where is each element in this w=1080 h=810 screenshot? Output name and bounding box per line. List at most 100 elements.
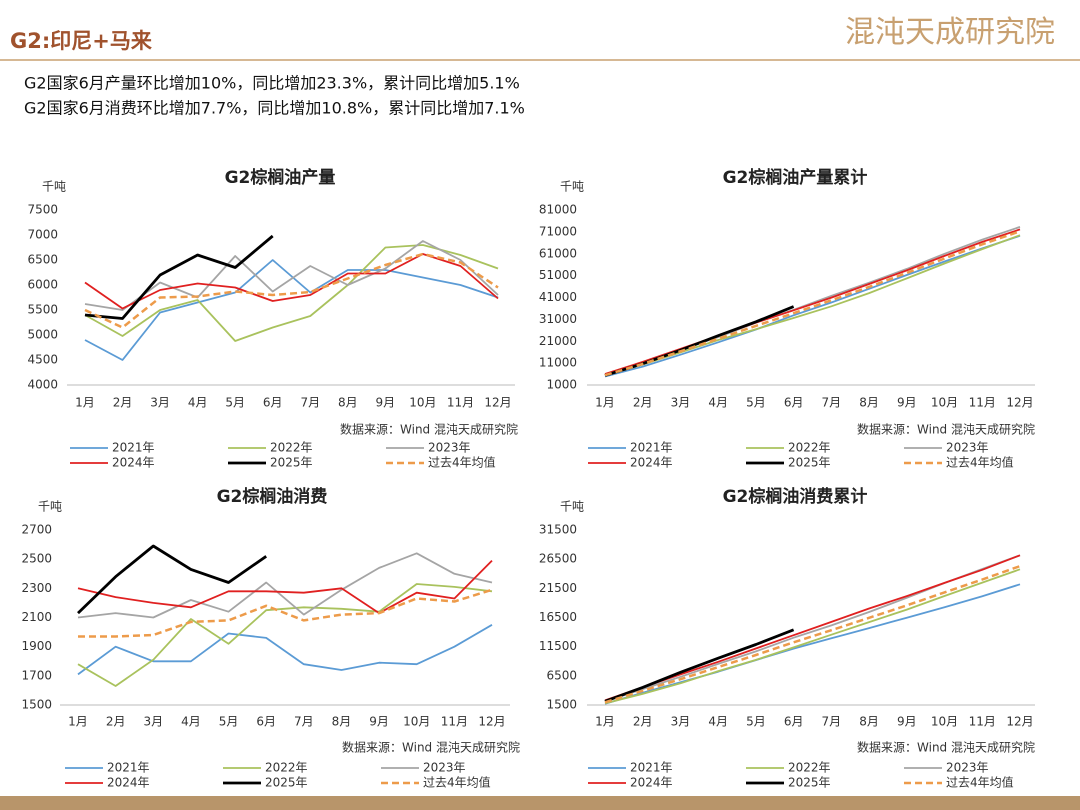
y-tick-label: 1700 bbox=[21, 668, 52, 682]
series-line bbox=[604, 628, 795, 703]
chart-title: G2棕榈油产量 bbox=[225, 167, 336, 188]
x-tick-label: 1月 bbox=[75, 396, 95, 410]
slide-title: G2:印尼+马来 bbox=[10, 29, 153, 53]
chart-title: G2棕榈油产量累计 bbox=[723, 167, 868, 188]
note: G2国家6月产量环比增加10%，同比增加23.3%，累计同比增加5.1% bbox=[24, 74, 520, 93]
chart-title: G2棕榈油消费 bbox=[217, 486, 328, 507]
x-tick-label: 10月 bbox=[403, 715, 430, 729]
legend-label: 2021年 bbox=[630, 761, 673, 775]
series-line bbox=[84, 240, 499, 311]
x-tick-label: 10月 bbox=[931, 396, 958, 410]
x-tick-label: 6月 bbox=[256, 715, 276, 729]
x-tick-label: 4月 bbox=[188, 396, 208, 410]
footer-band bbox=[0, 796, 1080, 810]
y-tick-label: 7500 bbox=[27, 203, 58, 217]
series-line bbox=[604, 554, 1021, 702]
x-tick-label: 2月 bbox=[633, 396, 653, 410]
x-tick-label: 9月 bbox=[897, 396, 917, 410]
x-tick-label: 1月 bbox=[68, 715, 88, 729]
legend-label: 2025年 bbox=[265, 776, 308, 790]
series-line bbox=[78, 588, 493, 638]
y-tick-label: 11500 bbox=[539, 639, 577, 653]
y-tick-label: 4000 bbox=[27, 378, 58, 392]
legend-label: 2022年 bbox=[270, 441, 313, 455]
legend-label: 2022年 bbox=[788, 441, 831, 455]
x-tick-label: 4月 bbox=[708, 396, 728, 410]
legend-label: 2022年 bbox=[788, 761, 831, 775]
series-line bbox=[604, 583, 1021, 705]
y-tick-label: 16500 bbox=[539, 610, 577, 624]
x-tick-label: 8月 bbox=[332, 715, 352, 729]
x-tick-label: 11月 bbox=[969, 715, 996, 729]
legend-label: 过去4年均值 bbox=[423, 775, 491, 790]
x-tick-label: 11月 bbox=[441, 715, 468, 729]
legend-label: 2025年 bbox=[788, 776, 831, 790]
y-tick-label: 2700 bbox=[21, 523, 52, 537]
legend-label: 2021年 bbox=[112, 441, 155, 455]
legend-label: 2025年 bbox=[270, 456, 313, 470]
x-tick-label: 5月 bbox=[746, 396, 766, 410]
series-line bbox=[604, 568, 1021, 705]
y-tick-label: 2100 bbox=[21, 610, 52, 624]
x-tick-label: 2月 bbox=[633, 715, 653, 729]
series-line bbox=[604, 564, 1021, 704]
source-note: 数据来源：Wind 混沌天成研究院 bbox=[340, 422, 518, 437]
logo: 混沌天成研究院 bbox=[845, 15, 1055, 50]
x-tick-label: 3月 bbox=[143, 715, 163, 729]
y-tick-label: 21500 bbox=[539, 581, 577, 595]
x-tick-label: 6月 bbox=[263, 396, 283, 410]
x-tick-label: 12月 bbox=[1006, 396, 1033, 410]
y-tick-label: 6500 bbox=[546, 668, 577, 682]
series-line bbox=[77, 552, 493, 619]
x-tick-label: 8月 bbox=[338, 396, 358, 410]
y-tick-label: 51000 bbox=[539, 268, 577, 282]
y-tick-label: 31500 bbox=[539, 523, 577, 537]
y-tick-label: 11000 bbox=[539, 356, 577, 370]
y-tick-label: 5000 bbox=[27, 328, 58, 342]
legend-label: 2024年 bbox=[107, 776, 150, 790]
x-tick-label: 5月 bbox=[225, 396, 245, 410]
series-line bbox=[77, 624, 493, 676]
series-line bbox=[84, 244, 499, 342]
x-tick-label: 7月 bbox=[822, 715, 842, 729]
x-tick-label: 3月 bbox=[671, 715, 691, 729]
y-tick-label: 6000 bbox=[27, 278, 58, 292]
y-tick-label: 1500 bbox=[21, 698, 52, 712]
legend-label: 2022年 bbox=[265, 761, 308, 775]
legend-label: 2021年 bbox=[630, 441, 673, 455]
legend-label: 过去4年均值 bbox=[946, 775, 1014, 790]
legend-label: 2023年 bbox=[946, 441, 989, 455]
y-tick-label: 1000 bbox=[546, 378, 577, 392]
series-line bbox=[84, 259, 499, 361]
x-tick-label: 12月 bbox=[478, 715, 505, 729]
series-line bbox=[77, 544, 267, 615]
legend-label: 2025年 bbox=[788, 456, 831, 470]
y-tick-label: 26500 bbox=[539, 552, 577, 566]
x-tick-label: 8月 bbox=[859, 396, 879, 410]
legend-label: 2024年 bbox=[112, 456, 155, 470]
x-tick-label: 5月 bbox=[746, 715, 766, 729]
x-tick-label: 5月 bbox=[219, 715, 239, 729]
series-line bbox=[604, 234, 1021, 378]
series-line bbox=[84, 252, 499, 329]
y-tick-label: 2300 bbox=[21, 581, 52, 595]
y-tick-label: 71000 bbox=[539, 224, 577, 238]
x-tick-label: 7月 bbox=[300, 396, 320, 410]
source-note: 数据来源：Wind 混沌天成研究院 bbox=[342, 740, 520, 755]
y-tick-label: 6500 bbox=[27, 253, 58, 267]
x-tick-label: 9月 bbox=[369, 715, 389, 729]
x-tick-label: 3月 bbox=[150, 396, 170, 410]
x-tick-label: 6月 bbox=[784, 715, 804, 729]
y-tick-label: 31000 bbox=[539, 312, 577, 326]
legend-label: 2021年 bbox=[107, 761, 150, 775]
x-tick-label: 11月 bbox=[447, 396, 474, 410]
x-tick-label: 7月 bbox=[822, 396, 842, 410]
x-tick-label: 12月 bbox=[1006, 715, 1033, 729]
x-tick-label: 6月 bbox=[784, 396, 804, 410]
x-tick-label: 9月 bbox=[376, 396, 396, 410]
series-line bbox=[84, 234, 274, 320]
x-tick-label: 12月 bbox=[484, 396, 511, 410]
series-line bbox=[77, 559, 493, 614]
x-tick-label: 9月 bbox=[897, 715, 917, 729]
